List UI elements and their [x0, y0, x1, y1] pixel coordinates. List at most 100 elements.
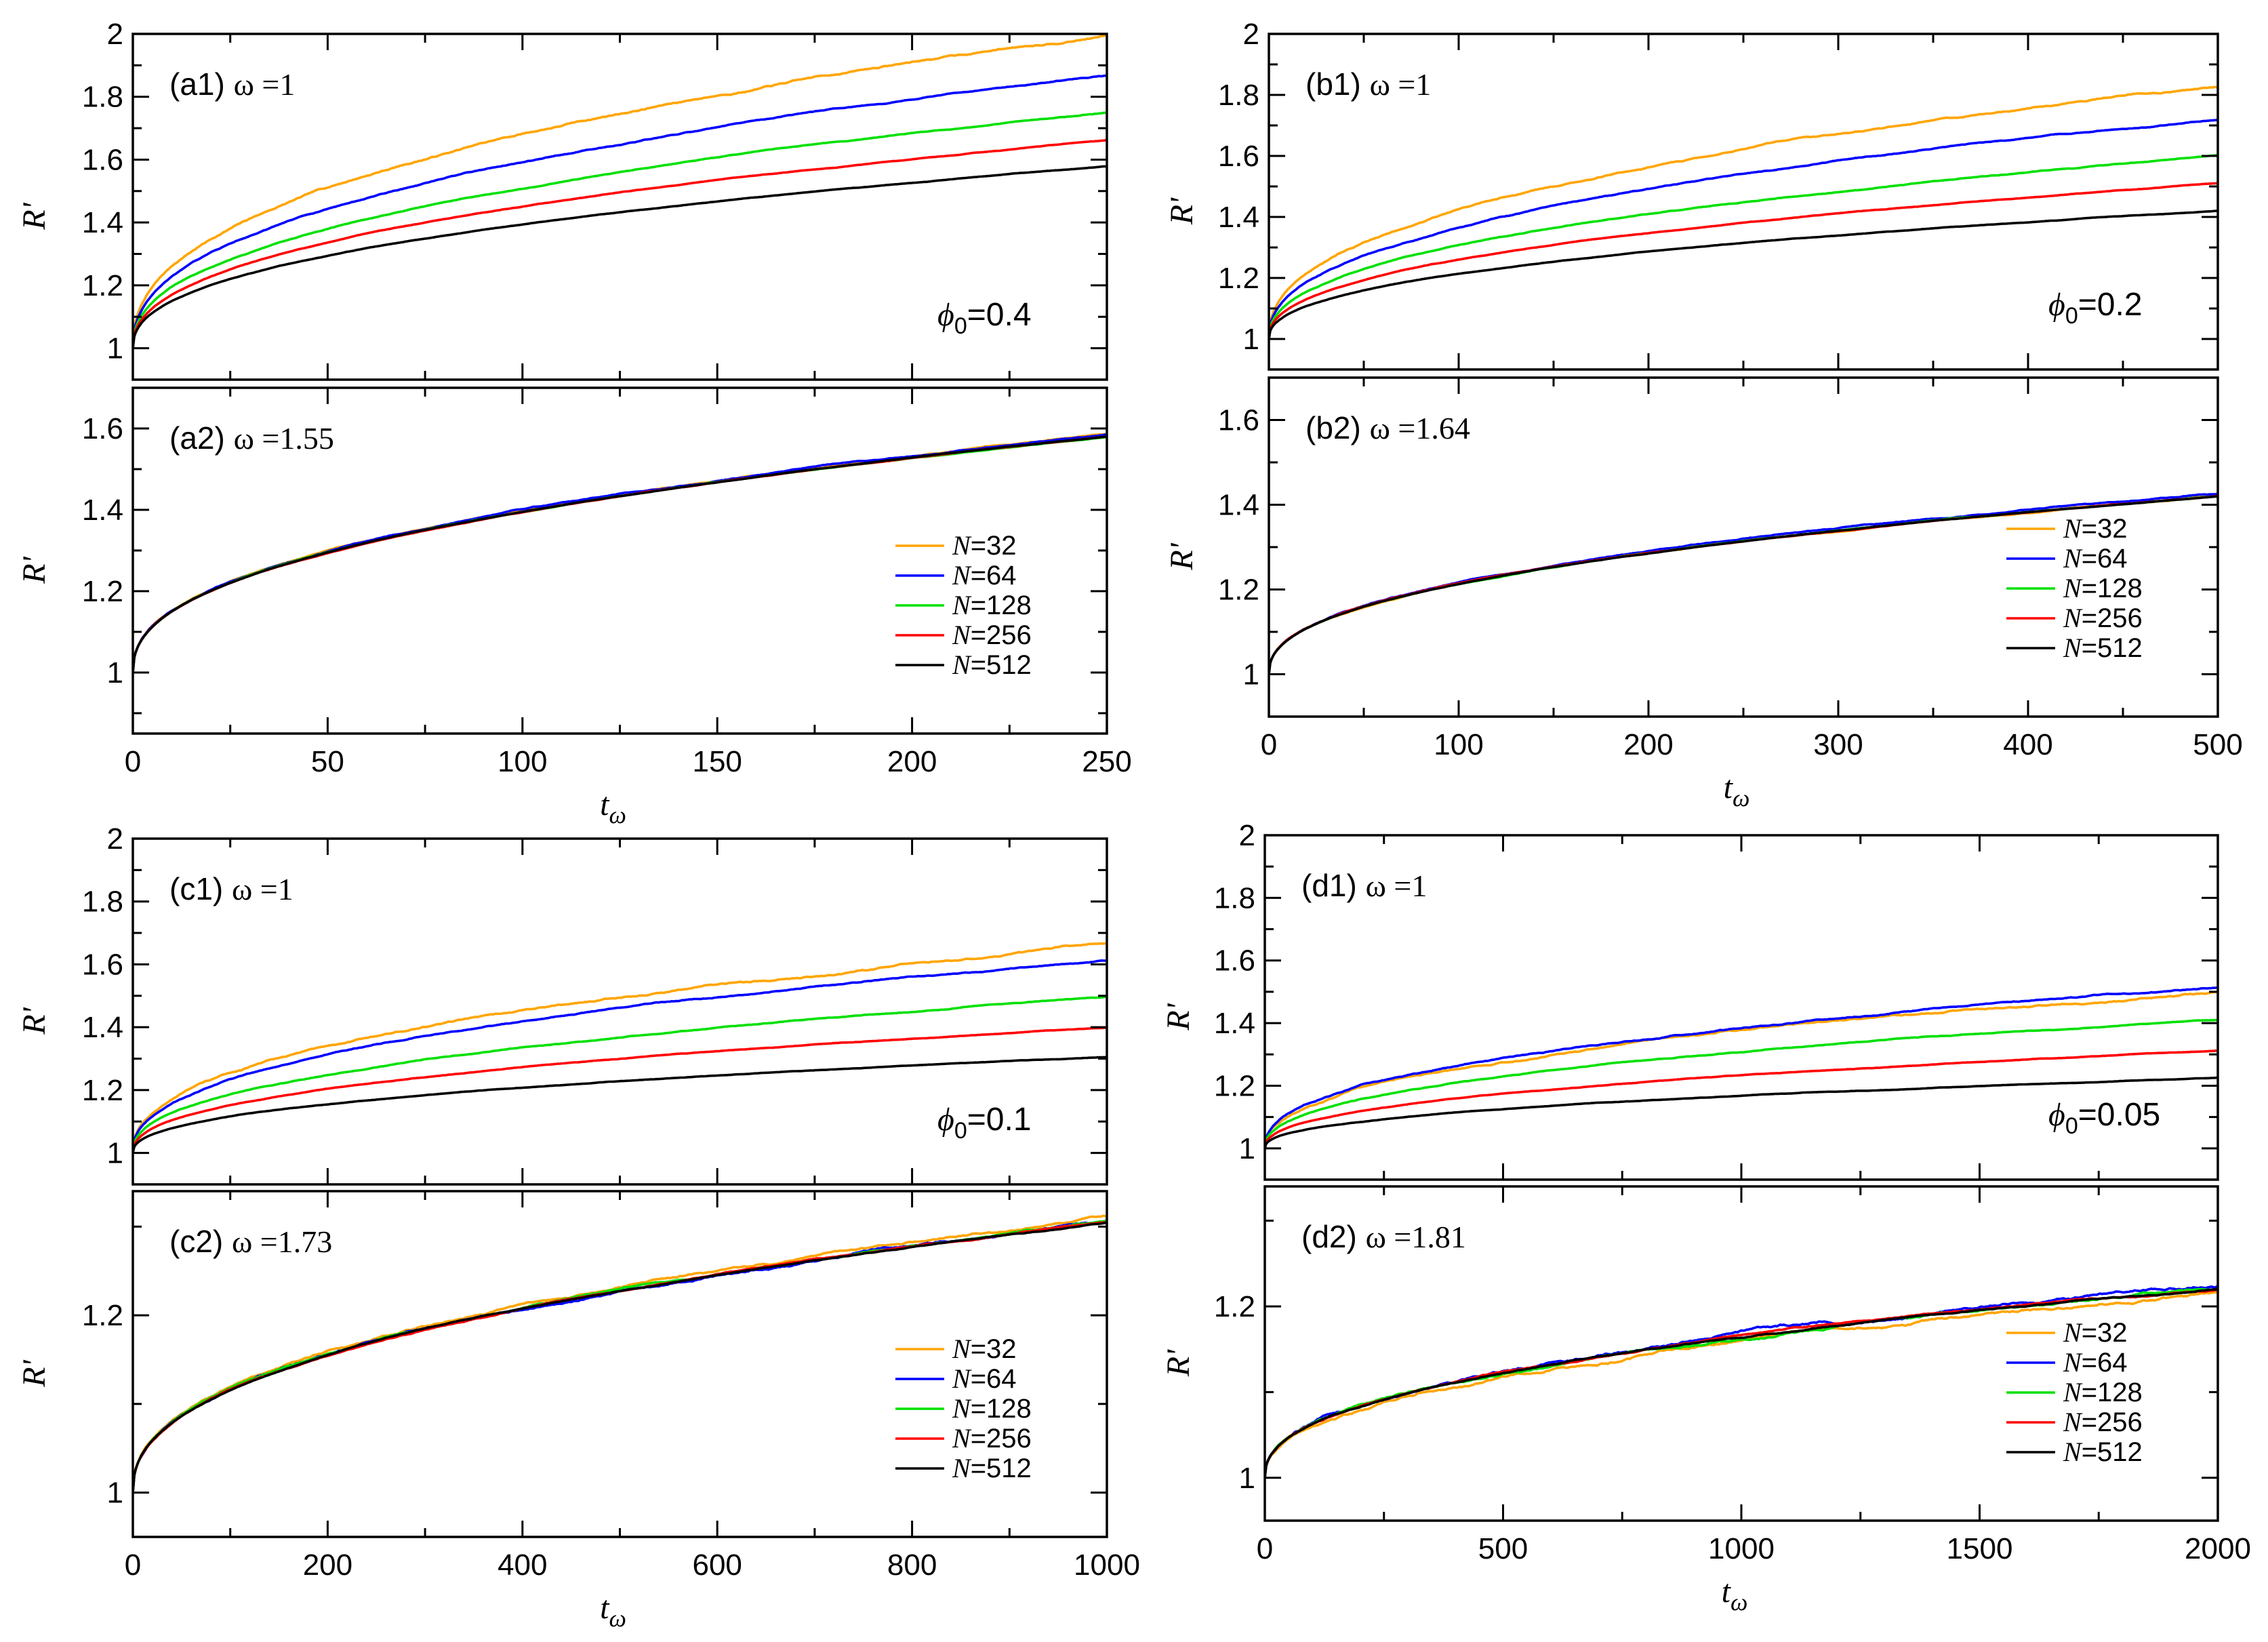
phi-annotation: ϕ0=0.4: [937, 297, 1032, 339]
y-tick-label: 1.6: [1218, 404, 1259, 437]
y-tick-label: 1.6: [1214, 944, 1255, 978]
series-line-n-64: [133, 74, 1107, 348]
y-tick-label: 2: [1243, 18, 1259, 51]
series-group: [1269, 492, 2218, 675]
y-axis-label: R': [16, 202, 52, 230]
legend-label: N=128: [2063, 573, 2143, 603]
phi-annotation: ϕ0=0.1: [937, 1102, 1032, 1144]
panel-label: (c1) ω =1: [169, 871, 293, 906]
x-tick-label: 500: [2193, 728, 2242, 761]
legend-label: N=64: [952, 1363, 1017, 1394]
series-group: [1269, 85, 2218, 340]
y-tick-label: 1: [1239, 1462, 1255, 1495]
series-line-n-512: [133, 165, 1107, 348]
x-tick-label: 500: [1478, 1532, 1528, 1565]
series-line-n-32: [1265, 990, 2218, 1149]
y-tick-label: 2: [1239, 819, 1255, 852]
x-tick-label: 300: [1813, 728, 1863, 761]
series-group: [133, 1214, 1107, 1493]
y-axis-label: R': [1164, 197, 1200, 225]
y-axis-label: R': [16, 1007, 52, 1035]
y-tick-label: 1.6: [1218, 140, 1259, 173]
x-tick-label: 200: [887, 745, 937, 778]
legend-label: N=32: [952, 1334, 1017, 1364]
y-tick-label: 1: [107, 656, 123, 689]
panel-a1: 1 1.2 1.4 1.6 1.8 2 R' (a1) ω =1 ϕ0=0.4: [16, 18, 1108, 381]
x-tick-label: 1000: [1074, 1548, 1140, 1582]
panel-c2: 1 1.2 0 200 400 600 800 1000 tω R' (c2) ω =1.73 N=3…: [16, 1190, 1140, 1632]
y-tick-label: 1.2: [82, 575, 123, 608]
legend-label: N=64: [952, 560, 1017, 590]
series-line-n-32: [1269, 85, 2218, 340]
y-tick-label: 1.4: [1214, 1007, 1255, 1040]
series-group: [133, 942, 1107, 1154]
y-tick-label: 1.8: [1218, 79, 1259, 112]
y-tick-label: 1.8: [1214, 881, 1255, 915]
y-tick-label: 2: [107, 18, 123, 51]
series-line-n-128: [1265, 1018, 2218, 1149]
x-tick-label: 200: [1623, 728, 1673, 761]
x-tick-label: 0: [125, 1548, 141, 1582]
legend-label: N=256: [952, 1423, 1032, 1454]
y-tick-label: 1: [1243, 658, 1259, 692]
series-line-n-128: [1269, 154, 2218, 340]
y-tick-label: 1.2: [1214, 1069, 1255, 1102]
series-line-n-32: [133, 34, 1107, 348]
series-line-n-512: [1269, 209, 2218, 340]
legend-label: N=128: [952, 1393, 1032, 1424]
y-tick-label: 1.4: [82, 206, 123, 239]
x-tick-label: 1000: [1708, 1532, 1775, 1565]
x-axis-label: tω: [1722, 1574, 1748, 1616]
series-line-n-32: [133, 1214, 1107, 1493]
panel-b2: 1 1.2 1.4 1.6 0 100 200 300 400 500 tω R' (b2) ω =1.…: [1164, 376, 2243, 812]
series-line-n-512: [1269, 495, 2218, 675]
panel-label: (d1) ω =1: [1301, 868, 1427, 903]
y-axis-label: R': [16, 1359, 52, 1387]
x-tick-label: 50: [311, 745, 344, 778]
series-line-n-512: [133, 435, 1107, 673]
panel-label: (a2) ω =1.55: [169, 420, 334, 456]
panel-d2: 1 1.2 0 500 1000 1500 2000 tω R' (d2) ω =1.81 N=32…: [1160, 1185, 2251, 1616]
series-line-n-512: [1265, 1287, 2218, 1479]
x-tick-label: 800: [887, 1548, 937, 1582]
series-group: [133, 34, 1107, 348]
y-tick-label: 2: [107, 822, 123, 856]
series-line-n-32: [1265, 1291, 2218, 1479]
y-tick-label: 1.8: [82, 885, 123, 919]
panel-label: (c2) ω =1.73: [169, 1224, 332, 1259]
legend-label: N=128: [952, 590, 1032, 620]
y-axis-label: R': [16, 556, 52, 584]
x-tick-label: 0: [1257, 1532, 1273, 1565]
panel-b1: 1 1.2 1.4 1.6 1.8 2 R' (b1) ω =1 ϕ0=0.2: [1164, 18, 2219, 371]
series-line-n-256: [1269, 182, 2218, 340]
phi-annotation: ϕ0=0.05: [2048, 1097, 2160, 1139]
y-tick-label: 1.2: [82, 1299, 123, 1332]
x-tick-label: 0: [125, 745, 141, 778]
y-tick-label: 1: [107, 332, 123, 365]
y-tick-label: 1.2: [1218, 574, 1259, 607]
legend-label: N=32: [952, 530, 1017, 561]
series-line-n-512: [133, 1056, 1107, 1154]
series-line-n-128: [133, 995, 1107, 1153]
x-tick-label: 200: [303, 1548, 352, 1582]
panel-a2: 1 1.2 1.4 1.6 0 50 100 150 200 250 tω R' (a2) ω =1.5…: [16, 386, 1132, 828]
panel-label: (d2) ω =1.81: [1301, 1219, 1466, 1254]
panel-label: (b2) ω =1.64: [1305, 410, 1470, 445]
series-line-n-64: [1269, 119, 2218, 340]
y-tick-label: 1.2: [82, 269, 123, 302]
phi-annotation: ϕ0=0.2: [2048, 287, 2143, 329]
y-tick-label: 1: [1243, 323, 1259, 356]
panel-c1: 1 1.2 1.4 1.6 1.8 2 R' (c1) ω =1 ϕ0=0.1: [16, 822, 1108, 1186]
series-group: [133, 433, 1107, 673]
y-axis-label: R': [1160, 1003, 1196, 1030]
y-tick-label: 1.8: [82, 81, 123, 114]
legend-label: N=512: [952, 1453, 1032, 1483]
y-axis-label: R': [1164, 542, 1200, 570]
y-tick-label: 1.6: [82, 412, 123, 445]
y-tick-label: 1.6: [82, 948, 123, 981]
x-tick-label: 150: [692, 745, 742, 778]
series-line-n-64: [133, 959, 1107, 1153]
